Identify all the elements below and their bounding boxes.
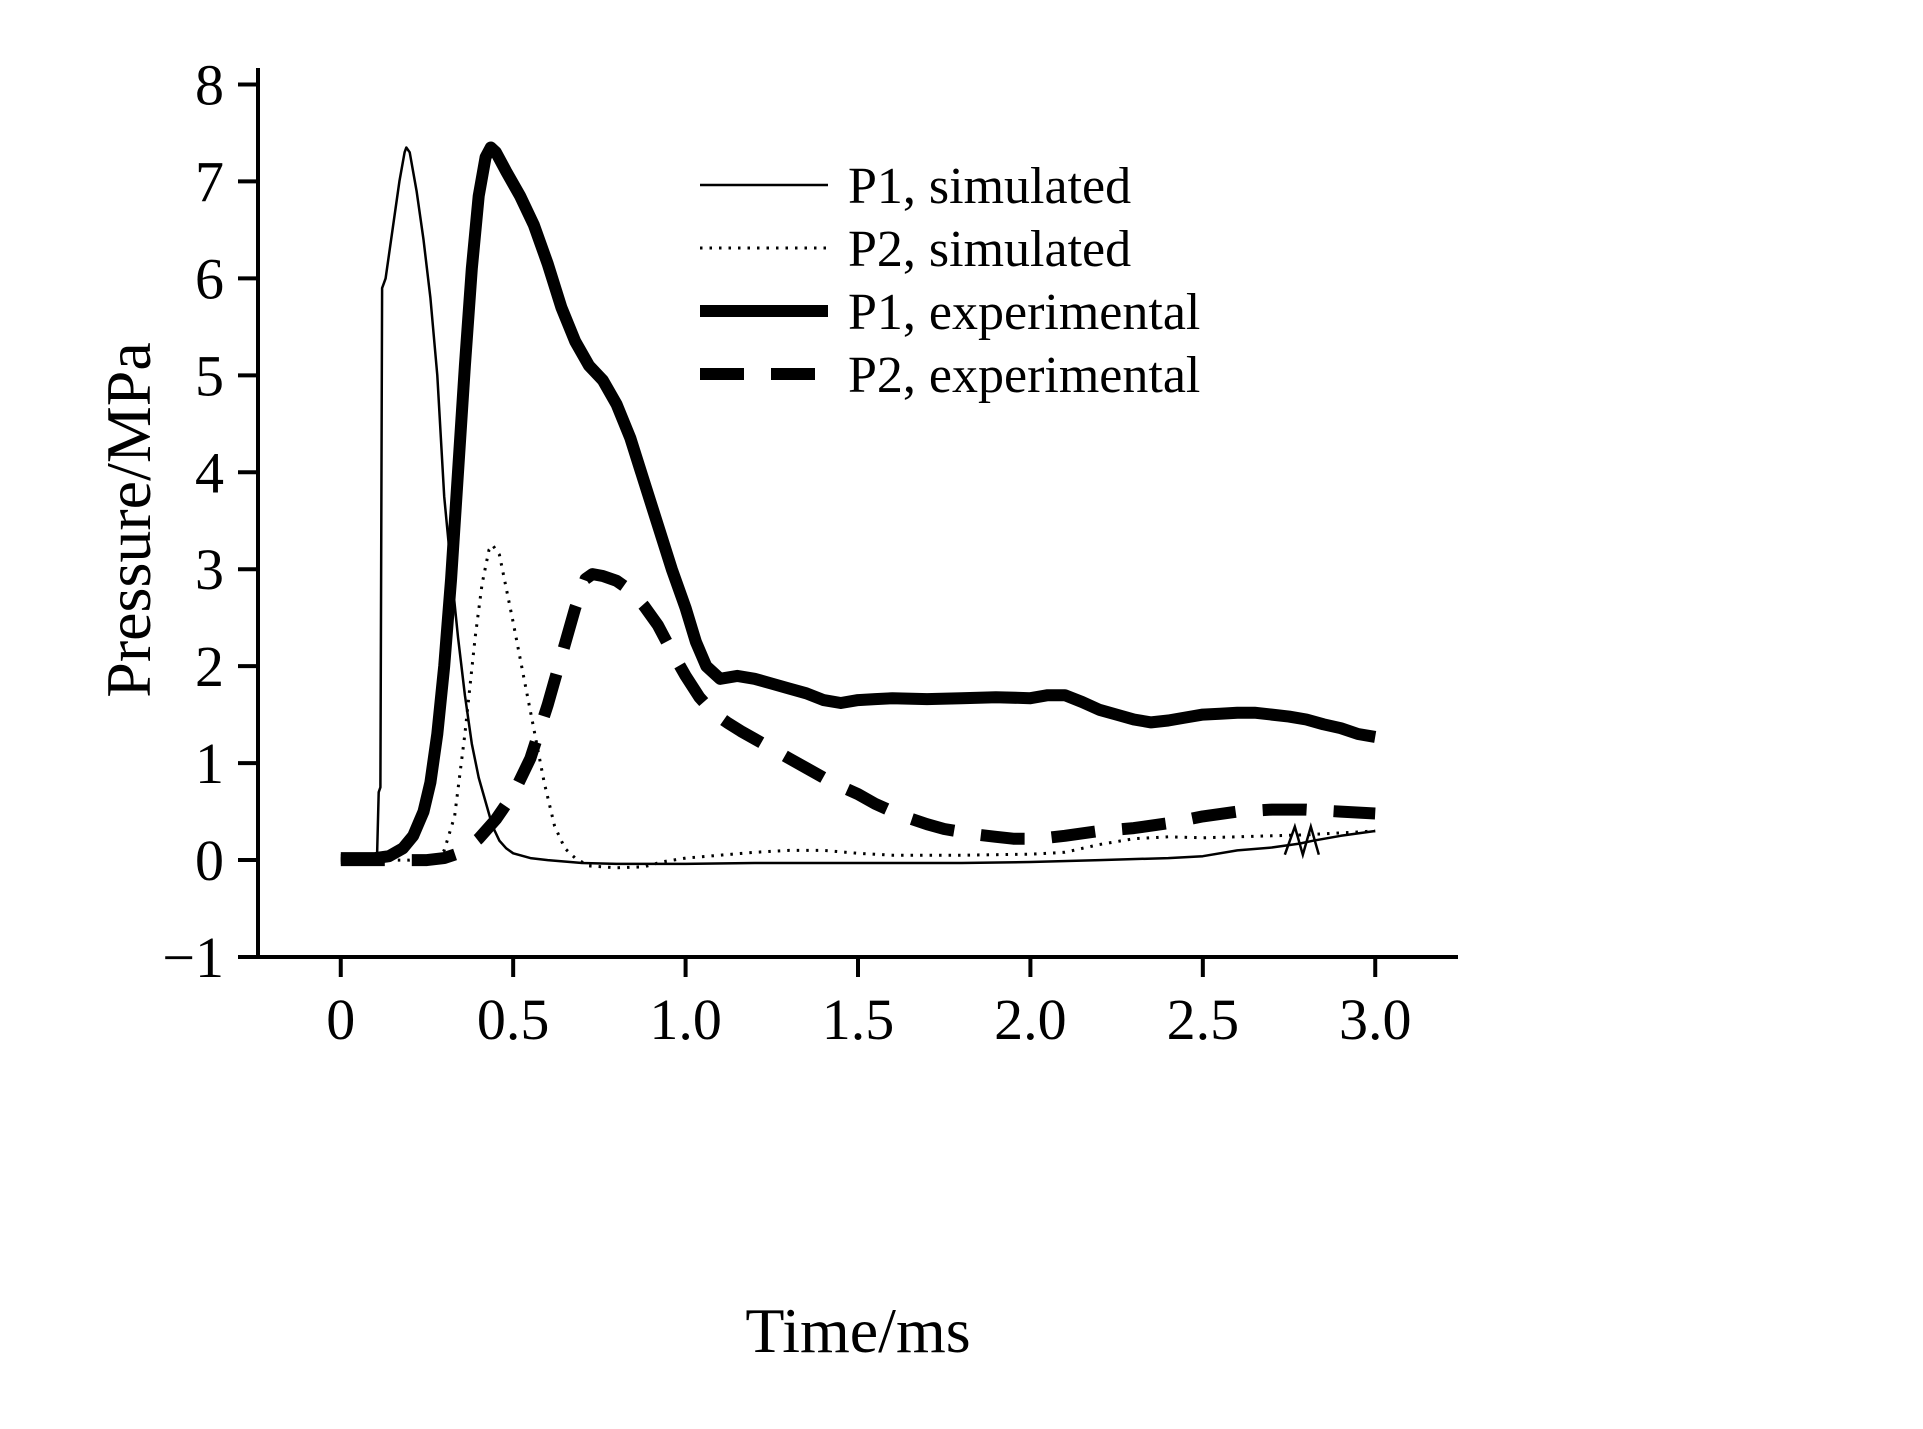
series-p1-simulated — [340, 146, 1376, 866]
x-tick-label: 1.5 — [822, 987, 895, 1052]
x-tick-label: 0.5 — [477, 987, 550, 1052]
chart-series — [340, 141, 1377, 870]
y-tick-label: 4 — [195, 440, 224, 505]
x-axis-label: Time/ms — [745, 1295, 970, 1366]
y-tick-label: −1 — [162, 925, 224, 990]
y-tick-label: 2 — [195, 634, 224, 699]
y-tick-label: 7 — [195, 149, 224, 214]
legend-item-p1-simulated: P1, simulated — [700, 158, 1131, 215]
legend-item-p2-experimental: P2, experimental — [700, 347, 1200, 404]
series-p2-experimental — [340, 568, 1376, 867]
y-axis-label: Pressure/MPa — [93, 342, 164, 698]
y-tick-label: 1 — [195, 731, 224, 796]
legend-item-p2-simulated: P2, simulated — [700, 221, 1131, 278]
legend: P1, simulated P2, simulated P1, experiment… — [700, 158, 1200, 404]
legend-label: P2, simulated — [848, 221, 1131, 278]
break-marks-icon — [1283, 822, 1321, 860]
legend-label: P1, simulated — [848, 158, 1131, 215]
series-p1-experimental — [340, 141, 1377, 865]
x-tick-label: 2.5 — [1167, 987, 1240, 1052]
legend-label: P2, experimental — [848, 347, 1200, 404]
legend-label: P1, experimental — [848, 284, 1200, 341]
y-tick-label: 8 — [195, 52, 224, 117]
x-tick-label: 0 — [326, 987, 355, 1052]
y-tick-label: 3 — [195, 537, 224, 602]
x-tick-label: 3.0 — [1339, 987, 1412, 1052]
x-tick-label: 1.0 — [649, 987, 722, 1052]
x-tick-label: 2.0 — [994, 987, 1067, 1052]
y-tick-label: 6 — [195, 246, 224, 311]
series-p2-simulated — [340, 543, 1376, 870]
y-tick-label: 5 — [195, 343, 224, 408]
axes: 0 0.5 1.0 1.5 2.0 2.5 3.0 −1 0 1 2 3 4 5 6 7 8 — [162, 52, 1458, 1052]
annotations — [1283, 822, 1321, 860]
y-tick-label: 0 — [195, 828, 224, 893]
legend-item-p1-experimental: P1, experimental — [700, 284, 1200, 341]
